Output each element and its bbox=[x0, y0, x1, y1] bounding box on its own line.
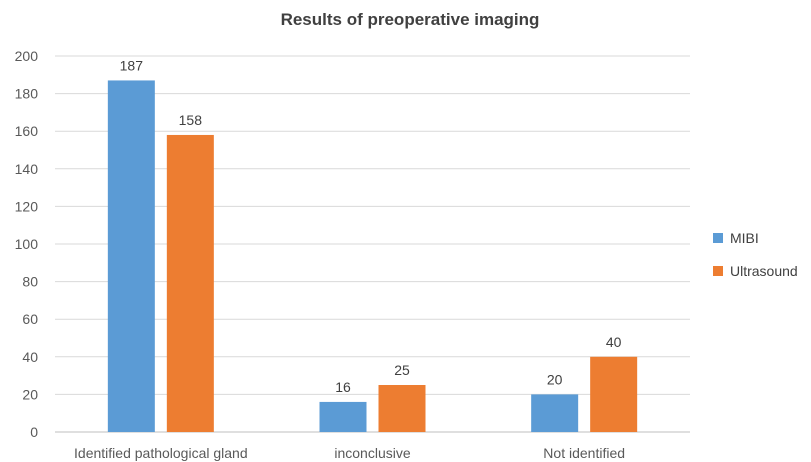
bars bbox=[107, 80, 638, 432]
y-axis-ticks: 0 20 40 60 80 100 120 140 160 180 200 bbox=[15, 48, 39, 440]
bar-ultrasound-1 bbox=[378, 385, 426, 432]
bar-mibi-1 bbox=[319, 401, 367, 432]
bar-mibi-2 bbox=[531, 394, 579, 432]
data-label: 25 bbox=[394, 362, 410, 378]
legend-swatch-ultrasound bbox=[713, 266, 723, 276]
bar-ultrasound-0 bbox=[166, 134, 214, 432]
bar-mibi-0 bbox=[107, 80, 155, 432]
y-tick-label: 40 bbox=[22, 349, 38, 365]
legend-label-ultrasound: Ultrasound bbox=[730, 263, 798, 279]
y-tick-label: 160 bbox=[15, 123, 39, 139]
y-tick-label: 60 bbox=[22, 311, 38, 327]
x-category-label: Identified pathological gland bbox=[74, 445, 248, 461]
gridlines bbox=[55, 55, 690, 433]
data-label: 158 bbox=[179, 112, 203, 128]
data-label: 20 bbox=[547, 371, 563, 387]
y-tick-label: 20 bbox=[22, 386, 38, 402]
legend: MIBI Ultrasound bbox=[713, 230, 798, 279]
x-axis-categories: Identified pathological gland inconclusiv… bbox=[74, 445, 625, 461]
y-tick-label: 80 bbox=[22, 274, 38, 290]
y-tick-label: 200 bbox=[15, 48, 39, 64]
x-category-label: Not identified bbox=[543, 445, 625, 461]
data-labels: 187 158 16 25 20 40 bbox=[120, 57, 622, 394]
y-tick-label: 0 bbox=[30, 424, 38, 440]
bar-ultrasound-2 bbox=[590, 356, 638, 432]
chart-title: Results of preoperative imaging bbox=[281, 10, 540, 29]
y-tick-label: 180 bbox=[15, 86, 39, 102]
legend-swatch-mibi bbox=[713, 233, 723, 243]
data-label: 40 bbox=[606, 334, 622, 350]
data-label: 187 bbox=[120, 57, 144, 73]
data-label: 16 bbox=[335, 379, 351, 395]
y-tick-label: 120 bbox=[15, 198, 39, 214]
y-tick-label: 100 bbox=[15, 236, 39, 252]
y-tick-label: 140 bbox=[15, 161, 39, 177]
x-category-label: inconclusive bbox=[334, 445, 410, 461]
legend-label-mibi: MIBI bbox=[730, 230, 759, 246]
